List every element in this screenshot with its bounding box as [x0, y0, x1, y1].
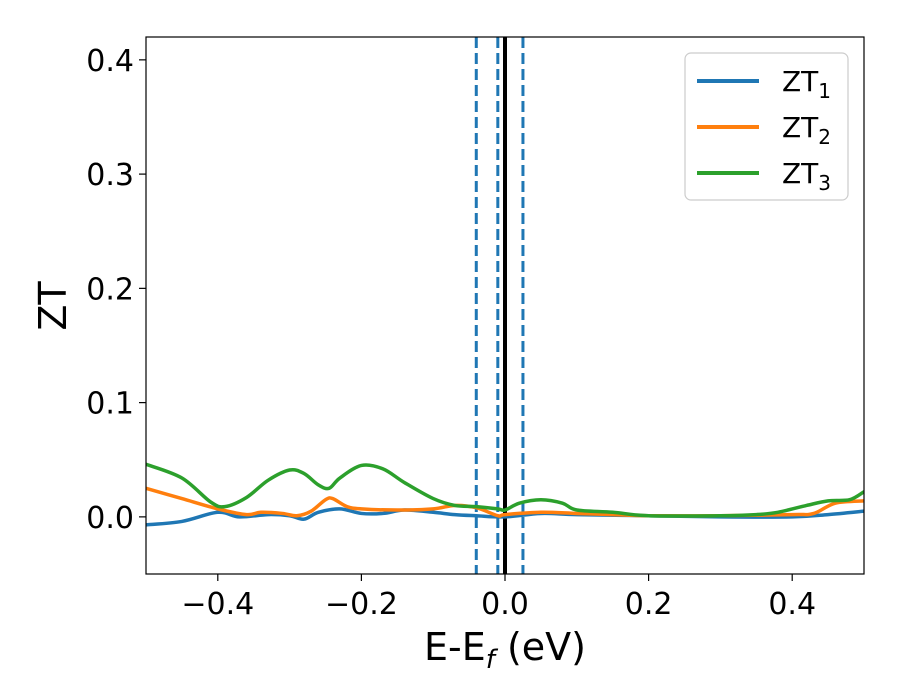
legend-label-2: ZT2	[782, 111, 831, 149]
y-axis-title: ZT	[31, 281, 75, 331]
x-tick-label: −0.2	[325, 587, 398, 622]
y-tick-label: 0.3	[86, 158, 134, 193]
x-tick-label: 0.2	[625, 587, 673, 622]
x-axis-title-unit: (eV)	[495, 625, 586, 669]
y-axis: 0.0 0.1 0.2 0.3 0.4	[86, 44, 146, 536]
x-tick-label: −0.4	[181, 587, 254, 622]
series-layer	[146, 462, 864, 527]
legend-label-subscript: 3	[818, 171, 831, 195]
legend-label-main: ZT	[782, 157, 819, 190]
series-line-3	[146, 462, 864, 518]
x-axis: −0.4 −0.2 0.0 0.2 0.4	[181, 574, 816, 622]
legend-label-main: ZT	[782, 65, 819, 98]
x-axis-title: E-Ef (eV)	[424, 625, 586, 675]
y-tick-label: 0.1	[86, 387, 134, 422]
y-tick-label: 0.4	[86, 44, 134, 79]
legend-label-main: ZT	[782, 111, 819, 144]
legend-frame	[684, 52, 849, 201]
x-tick-label: 0.4	[768, 587, 816, 622]
x-axis-title-main: E-E	[424, 625, 486, 669]
vertical-lines	[474, 37, 525, 574]
legend-label-subscript: 2	[818, 125, 831, 149]
legend-label-1: ZT1	[782, 65, 831, 103]
legend-label-subscript: 1	[818, 79, 831, 103]
legend-label-3: ZT3	[782, 157, 831, 195]
x-tick-label: 0.0	[481, 587, 529, 622]
y-tick-label: 0.2	[86, 272, 134, 307]
y-tick-label: 0.0	[86, 501, 134, 536]
